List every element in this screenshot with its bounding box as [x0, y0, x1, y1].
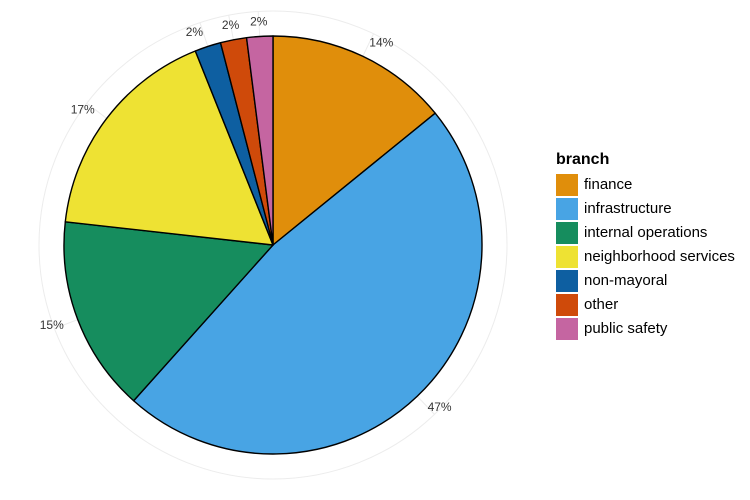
slice-label-finance: 14% [369, 36, 393, 50]
slice-label-neighborhood-services: 17% [71, 102, 95, 116]
legend-label-finance: finance [584, 176, 633, 193]
grid-spoke-infrastructure [416, 395, 435, 415]
legend-swatch-finance [556, 174, 578, 196]
slice-label-internal-operations: 15% [40, 318, 64, 332]
legend-swatch-neighborhood-services [556, 246, 578, 268]
legend-item-public-safety: public safety [556, 317, 735, 341]
legend-label-infrastructure: infrastructure [584, 200, 672, 217]
slice-label-non-mayoral: 2% [186, 25, 204, 39]
legend-item-infrastructure: infrastructure [556, 197, 735, 221]
slice-label-infrastructure: 47% [428, 400, 452, 414]
slice-label-public-safety: 2% [250, 14, 268, 28]
pie-slices [63, 35, 483, 455]
grid-spoke-non-mayoral [199, 22, 209, 47]
polar-grid [38, 10, 508, 480]
slice-internal-operations [63, 221, 274, 402]
legend-label-non-mayoral: non-mayoral [584, 272, 668, 289]
legend: branch finance infrastructure internal ope… [556, 150, 735, 341]
legend-label-public-safety: public safety [584, 320, 668, 337]
legend-item-finance: finance [556, 173, 735, 197]
legend-swatch-infrastructure [556, 198, 578, 220]
legend-swatch-non-mayoral [556, 270, 578, 292]
grid-spoke-finance [362, 33, 375, 57]
slice-labels: 14% 47% 15% 17% 2% 2% 2% [40, 14, 452, 414]
legend-swatch-public-safety [556, 318, 578, 340]
grid-spoke-internal-operations [54, 319, 78, 329]
legend-item-internal-operations: internal operations [556, 221, 735, 245]
slice-public-safety [245, 35, 274, 246]
legend-item-non-mayoral: non-mayoral [556, 269, 735, 293]
legend-label-internal-operations: internal operations [584, 224, 708, 241]
legend-label-neighborhood-services: neighborhood services [584, 248, 735, 265]
slice-finance [272, 35, 436, 246]
slice-label-other: 2% [222, 18, 240, 32]
legend-swatch-internal-operations [556, 222, 578, 244]
grid-spoke-neighborhood-services [86, 102, 107, 119]
legend-item-neighborhood-services: neighborhood services [556, 245, 735, 269]
slice-neighborhood-services [64, 50, 274, 246]
legend-title: branch [556, 151, 610, 168]
legend-label-other: other [584, 296, 619, 313]
grid-spoke-public-safety [257, 11, 261, 37]
legend-item-other: other [556, 293, 735, 317]
legend-swatch-other [556, 294, 578, 316]
grid-spoke-other [228, 15, 234, 40]
grid-circle [38, 10, 508, 480]
slice-infrastructure [132, 112, 483, 455]
legend-items: finance infrastructure internal operations… [556, 173, 735, 341]
